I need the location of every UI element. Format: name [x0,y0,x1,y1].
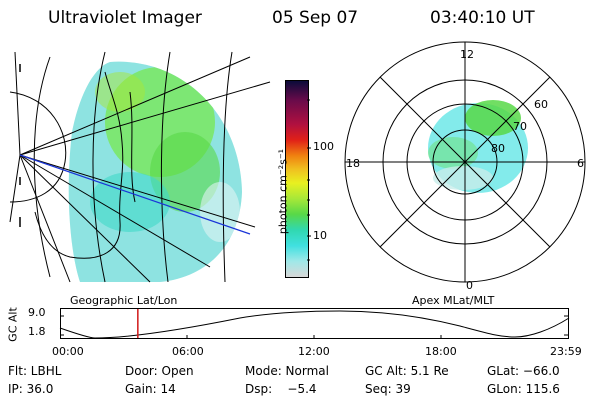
altitude-xtick-1800: 18:00 [425,345,457,358]
polar-caption: Apex MLat/MLT [412,294,495,307]
info-glon: GLon: 115.6 [487,382,560,396]
geographic-image [9,51,271,283]
date-label: 05 Sep 07 [272,8,359,28]
polar-image [428,100,528,193]
info-dsp: Dsp: −5.4 [245,382,317,396]
info-seq: Seq: 39 [365,382,411,396]
mlat-label-80: 80 [491,142,505,155]
info-glat: GLat: −66.0 [487,364,560,378]
time-label: 03:40:10 UT [430,8,535,28]
mlat-label-60: 60 [534,98,548,111]
altitude-curve [59,310,570,339]
altitude-ytick-low: 1.8 [28,325,46,338]
altitude-plot [59,308,570,339]
colorbar-ticks [307,99,311,261]
mlt-label-12: 12 [460,48,474,61]
info-door: Door: Open [125,364,194,378]
info-gain: Gain: 14 [125,382,176,396]
altitude-xtick-0000: 00:00 [52,345,84,358]
info-flt: Flt: LBHL [8,364,62,378]
info-mode: Mode: Normal [245,364,329,378]
colorbar-unit-label: photon cm⁻²s⁻¹ [276,148,290,235]
geographic-caption: Geographic Lat/Lon [70,294,178,307]
altitude-ytick-high: 9.0 [28,306,46,319]
mlt-label-6: 6 [577,157,584,170]
info-ip: IP: 36.0 [8,382,54,396]
info-gc-alt: GC Alt: 5.1 Re [365,364,449,378]
altitude-xtick-2359: 23:59 [550,345,582,358]
instrument-title: Ultraviolet Imager [48,8,202,28]
mlt-label-18: 18 [346,157,360,170]
altitude-xtick-1200: 12:00 [298,345,330,358]
altitude-xtick-0600: 06:00 [172,345,204,358]
mlat-label-70: 70 [513,120,527,133]
colorbar-tick-10: 10 [313,229,327,242]
altitude-ylabel: GC Alt [6,307,20,342]
colorbar-tick-100: 100 [313,140,334,153]
colorbar [285,80,309,278]
polar-plot [344,41,586,283]
mlt-label-0: 0 [466,279,473,292]
